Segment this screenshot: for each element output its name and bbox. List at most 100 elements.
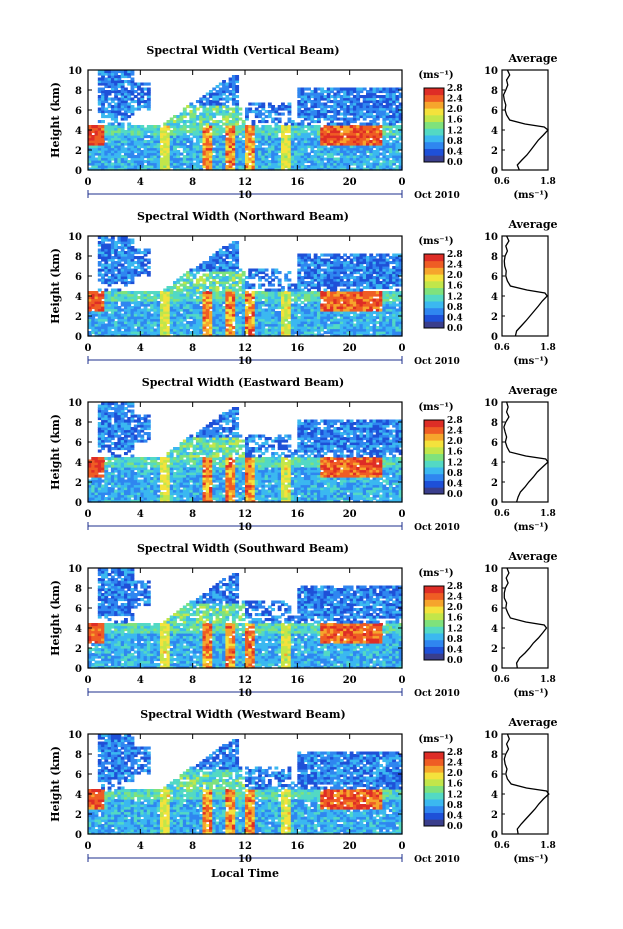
heatmap-cell	[228, 122, 233, 126]
heatmap-cell	[388, 152, 393, 156]
heatmap-cell	[294, 288, 298, 292]
heatmap-cell	[107, 323, 112, 327]
heatmap-cell	[359, 142, 364, 146]
heatmap-cell	[238, 298, 243, 302]
heatmap-cell	[379, 102, 383, 106]
heatmap-cell	[258, 145, 262, 149]
heatmap-cell	[310, 105, 315, 109]
heatmap-cell	[245, 147, 249, 151]
heatmap-cell	[182, 142, 187, 146]
heatmap-cell	[97, 120, 102, 124]
heatmap-cell	[264, 160, 269, 164]
heatmap-cell	[104, 155, 109, 159]
heatmap-cell	[307, 115, 312, 119]
heatmap-cell	[359, 321, 364, 325]
heatmap-cell	[114, 135, 119, 139]
heatmap-cell	[238, 303, 243, 307]
heatmap-cell	[166, 311, 171, 315]
heatmap-cell	[300, 326, 305, 330]
panel-title: Spectral Width (Northward Beam)	[137, 210, 349, 223]
heatmap-cell	[330, 253, 334, 257]
heatmap-cell	[97, 80, 102, 84]
heatmap-cell	[375, 135, 380, 139]
heatmap-cell	[238, 308, 243, 312]
heatmap-cell	[209, 132, 213, 136]
heatmap-cell	[143, 333, 148, 337]
heatmap-cell	[359, 132, 364, 136]
heatmap-cell	[356, 278, 361, 282]
heatmap-cell	[362, 160, 367, 164]
heatmap-cell	[215, 318, 220, 322]
heatmap-cell	[379, 281, 383, 285]
heatmap-cell	[107, 152, 112, 156]
heatmap-cell	[333, 291, 338, 295]
heatmap-cell	[146, 167, 151, 171]
heatmap-cell	[323, 311, 328, 315]
heatmap-cell	[307, 132, 312, 136]
heatmap-cell	[330, 288, 334, 292]
heatmap-cell	[195, 132, 200, 136]
heatmap-cell	[101, 75, 105, 79]
heatmap-cell	[202, 150, 207, 154]
heatmap-cell	[316, 160, 321, 164]
heatmap-cell	[163, 318, 168, 322]
heatmap-cell	[343, 273, 347, 277]
heatmap-cell	[264, 147, 269, 151]
heatmap-cell	[290, 162, 295, 166]
heatmap-cell	[150, 331, 155, 335]
heatmap-cell	[133, 165, 138, 169]
heatmap-cell	[159, 296, 164, 300]
heatmap-cell	[280, 321, 285, 325]
heatmap-cell	[320, 258, 325, 262]
heatmap-cell	[169, 291, 174, 295]
heatmap-cell	[235, 258, 240, 262]
heatmap-cell	[91, 162, 96, 166]
heatmap-cell	[127, 155, 132, 159]
heatmap-cell	[104, 167, 109, 171]
heatmap-cell	[222, 110, 226, 114]
heatmap-cell	[110, 258, 115, 262]
heatmap-cell	[114, 261, 119, 265]
heatmap-cell	[107, 90, 112, 94]
heatmap-cell	[310, 316, 315, 320]
heatmap-cell	[110, 276, 115, 280]
heatmap-cell	[284, 301, 289, 305]
heatmap-cell	[231, 268, 236, 272]
heatmap-cell	[248, 147, 253, 151]
heatmap-cell	[352, 105, 357, 109]
heatmap-cell	[366, 162, 370, 166]
heatmap-cell	[130, 70, 135, 74]
heatmap-cell	[346, 323, 351, 327]
heatmap-cell	[254, 321, 259, 325]
heatmap-cell	[123, 97, 128, 101]
heatmap-cell	[101, 333, 105, 337]
heatmap-cell	[238, 145, 243, 149]
heatmap-cell	[218, 125, 223, 129]
heatmap-cell	[303, 306, 308, 310]
heatmap-cell	[339, 331, 344, 335]
heatmap-cell	[333, 110, 338, 114]
heatmap-cell	[166, 155, 171, 159]
heatmap-cell	[238, 273, 243, 277]
heatmap-cell	[215, 110, 220, 114]
heatmap-cell	[356, 142, 361, 146]
heatmap-cell	[212, 318, 217, 322]
heatmap-cell	[297, 316, 302, 320]
heatmap-cell	[127, 105, 132, 109]
heatmap-cell	[248, 130, 253, 134]
heatmap-cell	[130, 323, 135, 327]
heatmap-cell	[97, 248, 102, 252]
heatmap-cell	[349, 316, 354, 320]
heatmap-cell	[313, 278, 318, 282]
heatmap-cell	[228, 273, 233, 277]
heatmap-cell	[209, 160, 213, 164]
heatmap-cell	[287, 140, 292, 144]
heatmap-cell	[379, 318, 383, 322]
heatmap-cell	[366, 147, 370, 151]
heatmap-cell	[215, 258, 220, 262]
heatmap-cell	[359, 135, 364, 139]
heatmap-cell	[182, 150, 187, 154]
heatmap-cell	[189, 293, 194, 297]
heatmap-cell	[94, 137, 99, 141]
heatmap-cell	[231, 281, 236, 285]
